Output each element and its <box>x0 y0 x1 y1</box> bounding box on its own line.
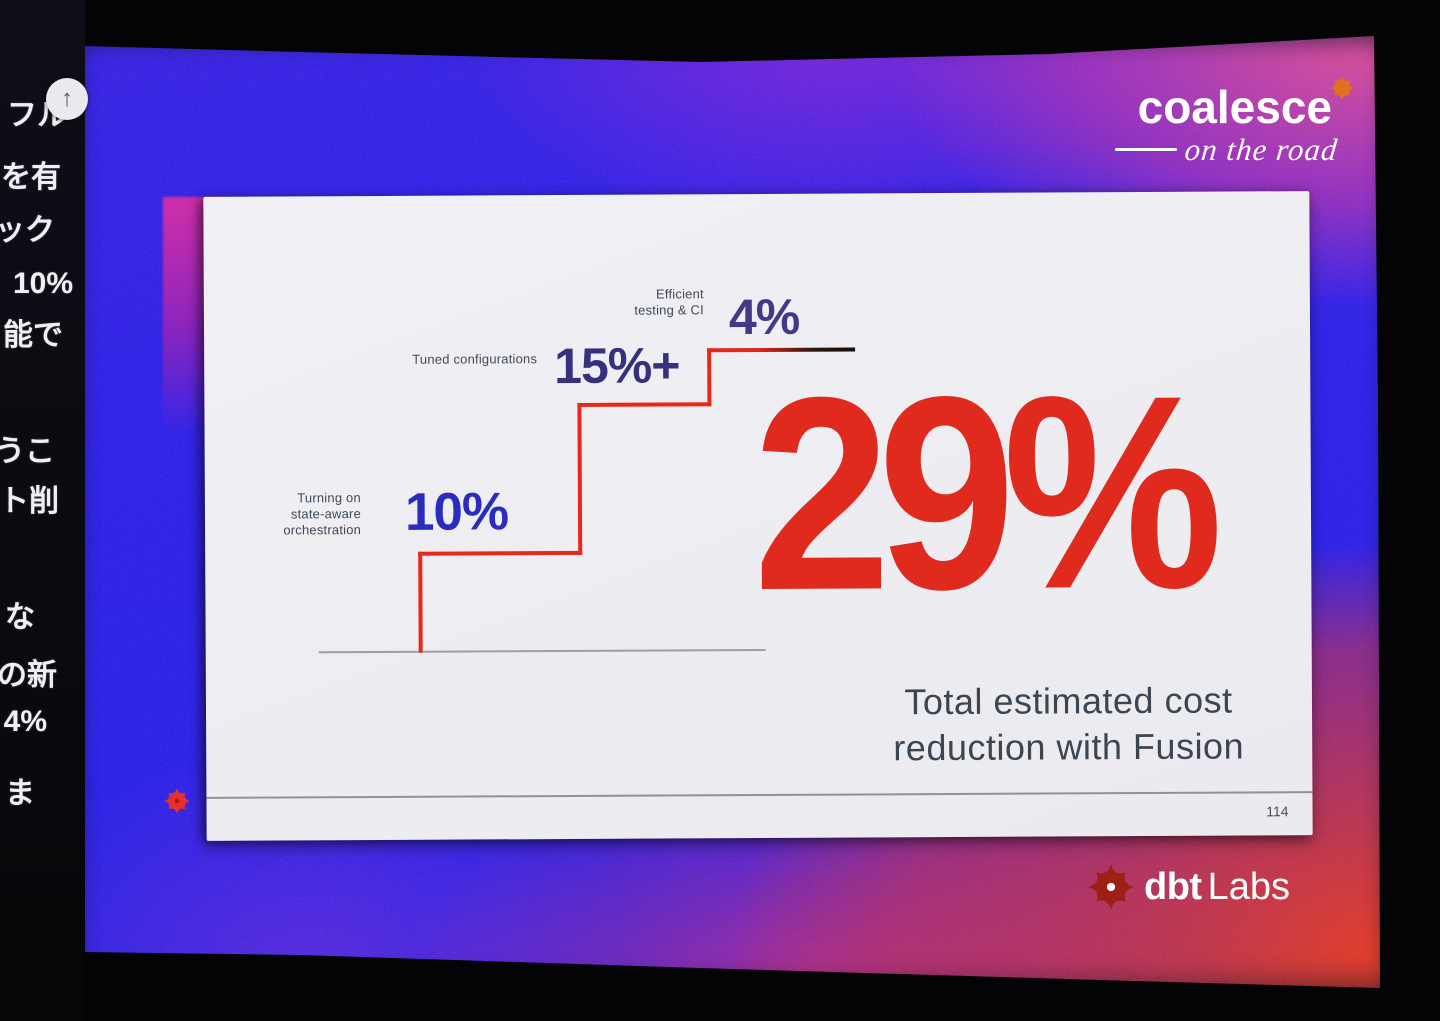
coalesce-wordmark: coalesce <box>1137 76 1354 133</box>
tagline-dash <box>1115 148 1178 151</box>
scroll-top-button[interactable]: ↑ <box>46 78 88 120</box>
total-caption: Total estimated cost reduction with Fusi… <box>851 677 1286 771</box>
chart-baseline <box>318 648 766 654</box>
total-caption-line2: reduction with Fusion <box>893 725 1245 769</box>
step-label-3: Efficient testing & CI <box>634 286 704 318</box>
step-line-segment <box>707 348 712 407</box>
dbt-logo-icon <box>1088 864 1134 910</box>
step-label-2: Tuned configurations <box>412 351 538 367</box>
total-value: 29% <box>752 338 1212 649</box>
dbt-mark-icon <box>164 788 190 814</box>
caption-fragment: ック <box>0 214 55 247</box>
slide-footer-divider <box>206 791 1313 799</box>
coalesce-star-icon <box>1330 76 1354 100</box>
step-value-1: 10% <box>404 482 509 542</box>
dbt-wordmark-bold: dbt <box>1144 865 1202 908</box>
caption-fragment: うこ <box>0 435 55 468</box>
caption-fragment: を有 <box>1 161 61 194</box>
projector-screen: coalesce on the road <box>85 36 1380 988</box>
coalesce-brand-text: coalesce <box>1137 81 1332 133</box>
step-line-segment <box>577 402 583 555</box>
up-arrow-icon: ↑ <box>61 85 73 112</box>
dbt-labs-logo: dbt Labs <box>1088 864 1290 910</box>
step-chart: Turning on state-aware orchestration 10%… <box>203 191 1309 654</box>
caption-fragment: の新 <box>0 659 57 692</box>
caption-fragment: 10% <box>12 267 73 300</box>
step-line-segment <box>418 550 583 556</box>
side-caption-panel: フル を有 ック 10% 能で うこ ト削 な の新 4% ま <box>0 0 85 1021</box>
total-caption-line1: Total estimated cost <box>904 679 1233 723</box>
tagline-text: on the road <box>1183 132 1340 167</box>
coalesce-tagline: on the road <box>1070 132 1340 167</box>
caption-fragment: ト削 <box>0 485 59 518</box>
step-value-3: 4% <box>728 288 800 346</box>
caption-fragment: 能で <box>3 319 63 352</box>
caption-fragment: 4% <box>3 705 47 738</box>
dbt-wordmark-light: Labs <box>1207 865 1290 908</box>
caption-fragment: ま <box>5 777 35 810</box>
step-line-segment <box>418 551 423 653</box>
step-value-2: 15%+ <box>554 337 680 395</box>
page-number: 114 <box>1266 803 1289 820</box>
slide: Turning on state-aware orchestration 10%… <box>203 191 1313 841</box>
caption-fragment: な <box>5 601 35 634</box>
coalesce-logo: coalesce on the road <box>1070 76 1354 167</box>
step-label-1: Turning on state-aware orchestration <box>283 490 362 538</box>
step-line-segment <box>577 402 712 407</box>
